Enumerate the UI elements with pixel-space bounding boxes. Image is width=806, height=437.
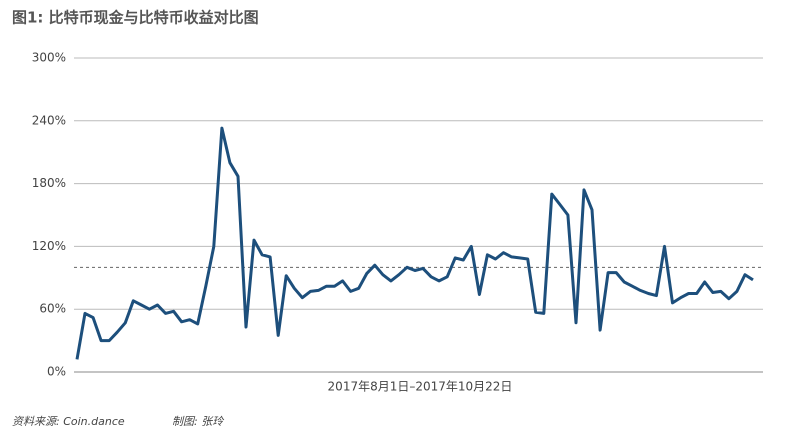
y-tick-label: 60% (39, 302, 66, 316)
y-tick-label: 0% (47, 365, 66, 379)
data-line (75, 126, 754, 360)
source-note: 资料来源: Coin.dance (12, 415, 125, 428)
y-tick-label: 240% (32, 113, 66, 127)
y-tick-label: 300% (32, 51, 66, 65)
y-tick-label: 180% (32, 176, 66, 190)
y-tick-label: 120% (32, 239, 66, 253)
credit-note: 制图: 张玲 (172, 415, 225, 428)
chart-title: 图1: 比特币现金与比特币收益对比图 (12, 9, 259, 27)
x-axis-label: 2017年8月1日–2017年10月22日 (328, 380, 513, 394)
